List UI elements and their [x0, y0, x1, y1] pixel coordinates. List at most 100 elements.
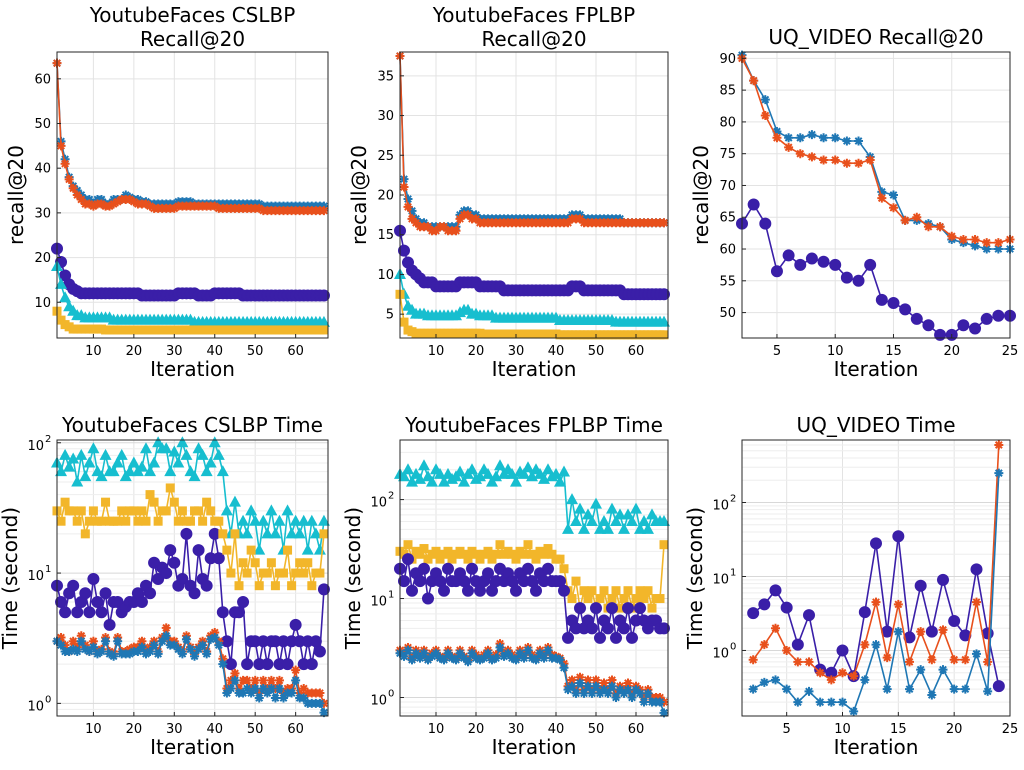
data-point	[427, 651, 437, 661]
data-point	[234, 684, 244, 694]
x-axis-label: Iteration	[492, 735, 577, 759]
y-tick-label: 10	[712, 572, 729, 587]
data-point	[804, 657, 814, 667]
data-point	[299, 684, 309, 694]
data-point	[144, 465, 157, 477]
data-point	[982, 244, 992, 254]
data-point	[228, 495, 241, 507]
data-point	[870, 537, 882, 550]
data-point	[261, 527, 274, 539]
x-tick-label: 30	[166, 722, 183, 737]
data-point	[634, 522, 646, 534]
data-point	[194, 506, 204, 516]
data-point	[523, 645, 533, 655]
data-point	[583, 675, 593, 685]
data-point	[793, 657, 803, 667]
data-point	[539, 549, 549, 559]
data-point	[402, 463, 414, 475]
data-point	[836, 644, 849, 657]
data-point	[153, 649, 163, 659]
data-point	[88, 201, 98, 211]
data-point	[129, 506, 139, 516]
y-tick-label: 60	[719, 243, 736, 258]
data-point	[403, 202, 413, 212]
data-point	[289, 514, 302, 526]
data-point	[431, 546, 441, 556]
data-point	[543, 544, 553, 554]
data-point	[192, 442, 205, 454]
x-axis-label: Iteration	[834, 735, 919, 759]
data-point	[905, 657, 914, 667]
data-point	[972, 597, 981, 607]
data-point	[87, 573, 100, 586]
data-point	[208, 436, 221, 448]
data-point	[176, 573, 189, 586]
data-point	[655, 692, 665, 702]
data-point	[64, 647, 74, 657]
data-point	[254, 693, 264, 703]
data-point	[887, 297, 900, 310]
y-axis-label: Time (second)	[683, 507, 707, 650]
data-point	[415, 653, 425, 663]
data-point	[542, 562, 554, 575]
data-point	[542, 463, 554, 475]
data-point	[871, 597, 881, 607]
y-tick-label: 75	[719, 147, 736, 162]
x-axis-label: Iteration	[834, 357, 919, 381]
data-point	[615, 685, 625, 695]
data-point	[149, 640, 159, 650]
data-point	[807, 152, 817, 162]
data-point	[642, 522, 654, 534]
data-point	[439, 222, 449, 232]
data-point	[586, 515, 598, 527]
data-point	[937, 573, 949, 586]
data-point	[804, 686, 814, 696]
data-point	[646, 508, 658, 520]
data-point	[160, 567, 173, 580]
y-tick-label: 20	[377, 189, 394, 204]
data-point	[759, 640, 769, 650]
data-point	[423, 554, 433, 564]
y-tick-exponent: 0	[388, 688, 394, 699]
data-point	[575, 214, 585, 224]
data-point	[317, 514, 330, 526]
x-tick-label: 60	[628, 722, 645, 737]
data-point	[842, 136, 852, 146]
data-point	[238, 558, 248, 568]
data-point	[210, 201, 220, 211]
data-point	[55, 465, 68, 477]
data-point	[88, 506, 98, 516]
data-point	[658, 515, 670, 527]
data-point	[900, 215, 910, 225]
data-point	[463, 657, 473, 667]
data-point	[590, 497, 602, 509]
data-point	[287, 688, 297, 698]
data-point	[819, 133, 829, 143]
data-point	[176, 436, 189, 448]
data-point	[555, 655, 565, 665]
y-tick-label: 65	[719, 211, 736, 226]
data-point	[301, 543, 314, 555]
data-point	[602, 622, 614, 635]
data-point	[992, 309, 1005, 322]
data-point	[72, 516, 82, 526]
data-point	[439, 655, 449, 665]
y-tick-label: 50	[34, 117, 51, 132]
data-point	[399, 317, 409, 327]
data-point	[317, 289, 330, 302]
data-point	[511, 554, 521, 564]
data-point	[634, 602, 646, 615]
data-point	[435, 554, 445, 564]
data-point	[610, 515, 622, 527]
data-point	[438, 584, 450, 597]
x-tick-label: 15	[890, 722, 907, 737]
x-tick-label: 5	[783, 722, 791, 737]
data-point	[123, 465, 136, 477]
data-point	[451, 226, 461, 236]
series-1	[394, 459, 670, 534]
data-point	[607, 675, 617, 685]
data-point	[96, 199, 106, 209]
x-tick-label: 20	[943, 344, 960, 359]
data-point	[771, 675, 780, 685]
data-point	[249, 514, 262, 526]
